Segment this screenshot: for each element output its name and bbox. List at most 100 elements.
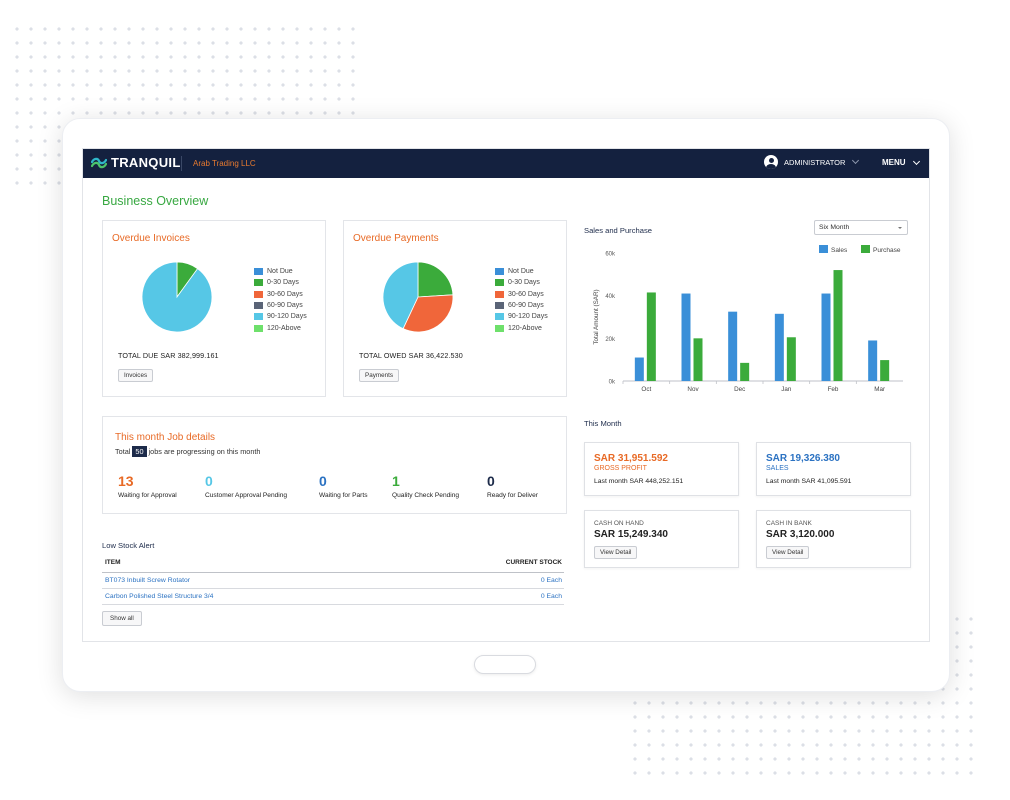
legend-item: 60-90 Days: [254, 300, 307, 311]
legend-swatch: [254, 279, 263, 287]
bar-purchase: [693, 338, 703, 381]
legend-item: Not Due: [495, 266, 548, 277]
user-name: ADMINISTRATOR: [784, 157, 846, 167]
y-tick-label: 20k: [605, 337, 616, 343]
job-stat-label: Customer Approval Pending: [205, 492, 288, 499]
job-stat-label: Quality Check Pending: [392, 492, 460, 499]
sales-purchase-bar-chart: 0k 20k 40k 60k Total Amount (SAR) Oct Nov Dec Ja…: [593, 245, 903, 393]
view-detail-button[interactable]: View Detail: [766, 546, 810, 559]
bar-purchase: [833, 270, 843, 381]
invoices-button[interactable]: Invoices: [118, 369, 154, 382]
chevron-down-icon: [912, 157, 920, 165]
period-select-value: Six Month: [819, 224, 850, 231]
cash-on-hand-amount: SAR 15,249.340: [594, 529, 668, 540]
view-detail-button[interactable]: View Detail: [594, 546, 638, 559]
job-stat-value: 1: [392, 473, 400, 489]
page-title: Business Overview: [102, 194, 209, 208]
legend-swatch: [495, 302, 504, 310]
legend-swatch: [254, 268, 263, 276]
bar-purchase: [786, 337, 796, 381]
overdue-invoices-title: Overdue Invoices: [112, 233, 190, 244]
bar-purchase: [880, 360, 890, 381]
overdue-payments-card: Overdue Payments Not Due 0-30 Days 30-60…: [343, 220, 567, 397]
dashboard-screen: TRANQUIL Arab Trading LLC ADMINISTRATOR …: [82, 148, 930, 642]
job-stat-waiting-parts[interactable]: 0 Waiting for Parts: [319, 474, 368, 500]
pie-slice: [382, 261, 419, 330]
x-tick-label: Feb: [828, 386, 839, 393]
legend-swatch: [254, 313, 263, 321]
column-header-stock: CURRENT STOCK: [505, 559, 562, 566]
tranquil-logo-icon: [91, 157, 107, 168]
legend-item: 90-120 Days: [495, 311, 548, 322]
tablet-home-button[interactable]: [474, 655, 536, 674]
cash-in-bank-label: CASH IN BANK: [766, 520, 812, 527]
pie-slice: [402, 294, 454, 333]
period-select[interactable]: Six Month: [814, 220, 908, 235]
overdue-invoices-legend: Not Due 0-30 Days 30-60 Days 60-90 Days …: [254, 266, 307, 334]
legend-swatch: [495, 290, 504, 298]
job-stat-value: 0: [205, 473, 213, 489]
legend-swatch: [495, 279, 504, 287]
bar-purchase: [646, 292, 656, 381]
legend-item: 30-60 Days: [495, 289, 548, 300]
job-stat-label: Ready for Deliver: [487, 492, 538, 499]
stock-value-link[interactable]: 0 Each: [540, 577, 562, 584]
caret-down-icon: [898, 227, 902, 229]
chevron-down-icon: [852, 156, 860, 165]
brand-name: TRANQUIL: [111, 155, 181, 170]
job-stat-value: 13: [118, 473, 134, 489]
legend-swatch: [819, 245, 828, 253]
total-owed: TOTAL OWED SAR 36,422.530: [359, 351, 463, 360]
table-header-divider: [102, 572, 564, 573]
this-month-title: This Month: [584, 419, 622, 428]
main-menu-button[interactable]: MENU: [882, 157, 920, 167]
pie-slice: [141, 261, 213, 333]
show-all-button[interactable]: Show all: [102, 611, 142, 626]
y-tick-label: 0k: [609, 380, 616, 386]
legend-item: 120-Above: [254, 322, 307, 333]
overdue-invoices-card: Overdue Invoices Not Due 0-30 Days 30-60…: [102, 220, 326, 397]
row-divider: [102, 588, 564, 589]
overdue-payments-legend: Not Due 0-30 Days 30-60 Days 60-90 Days …: [495, 266, 548, 334]
job-stat-ready-deliver[interactable]: 0 Ready for Deliver: [487, 474, 538, 500]
stock-value-link[interactable]: 0 Each: [540, 593, 562, 600]
job-stat-label: Waiting for Parts: [319, 492, 368, 499]
low-stock-title: Low Stock Alert: [102, 541, 155, 550]
legend-label: Purchase: [873, 247, 901, 254]
navbar-divider: [181, 156, 182, 171]
legend-swatch: [861, 245, 870, 253]
total-due: TOTAL DUE SAR 382,999.161: [118, 351, 219, 360]
legend-swatch: [495, 268, 504, 276]
stock-item-link[interactable]: BT073 Inbuilt Screw Rotator: [105, 577, 191, 584]
top-navbar: TRANQUIL Arab Trading LLC ADMINISTRATOR …: [83, 149, 929, 178]
job-stat-customer-approval[interactable]: 0 Customer Approval Pending: [205, 473, 288, 500]
sales-label: SALES: [766, 465, 789, 472]
payments-button[interactable]: Payments: [359, 369, 399, 382]
legend-swatch: [254, 290, 263, 298]
bar-sales: [868, 340, 878, 381]
bar-sales: [728, 311, 738, 381]
y-axis-label: Total Amount (SAR): [593, 289, 600, 344]
legend-item: 30-60 Days: [254, 289, 307, 300]
sales-card: SAR 19,326.380 SALES Last month SAR 41,0…: [756, 442, 911, 496]
job-stat-waiting-approval[interactable]: 13 Waiting for Approval: [118, 473, 177, 500]
gross-profit-amount: SAR 31,951.592: [594, 453, 668, 464]
brand-logo[interactable]: TRANQUIL: [91, 155, 181, 170]
bar-purchase: [740, 362, 750, 381]
jobs-total-line: Total 50 jobs are progressing on this mo…: [115, 446, 261, 457]
company-name[interactable]: Arab Trading LLC: [193, 159, 256, 168]
user-menu[interactable]: ADMINISTRATOR: [764, 155, 860, 169]
x-tick-label: Dec: [734, 386, 745, 393]
legend-swatch: [254, 324, 263, 332]
bar-sales: [681, 293, 691, 381]
gross-profit-card: SAR 31,951.592 GROSS PROFIT Last month S…: [584, 442, 739, 496]
legend-swatch: [495, 313, 504, 321]
x-tick-label: Oct: [641, 386, 651, 393]
jobs-count-badge: 50: [132, 446, 147, 457]
legend-item: 0-30 Days: [254, 277, 307, 288]
job-stat-quality-check[interactable]: 1 Quality Check Pending: [392, 473, 460, 500]
legend-item: 120-Above: [495, 322, 548, 333]
row-divider: [102, 604, 564, 605]
bar-sales: [821, 293, 831, 381]
stock-item-link[interactable]: Carbon Polished Steel Structure 3/4: [105, 593, 214, 600]
